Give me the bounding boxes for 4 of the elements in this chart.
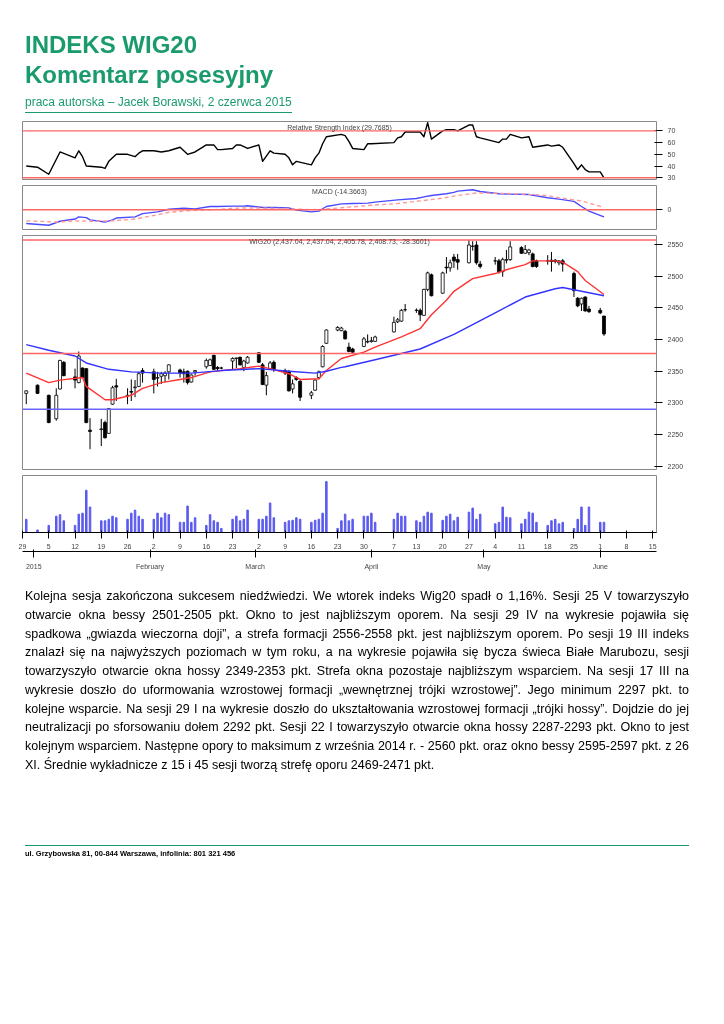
text: Kolejna sesja zakończona sukcesem niedźwiedzi. We wtorek indeks Wig20 spadł o 1,16%. Sesji 25 V towarzyszyło otwarcie okna bessy 2501-2505 pkt. Okno to jest najbliższym oporem. Na sesji 29 IV na wykresie pojawiła się spadkowa „gwiazda wieczorna doji”, a strefa formacji 2556-2558 pkt. jest najbliższym oporem. Po sesji 19 III indeks znalazł się na najwyższych poziomach w tym roku, a na wykresie pojawiła się bycza świeca Białe Marubozu, sesji towarzyszyło otwarcie okna hossy 2349-2353 pkt. Strefa okna pozostaje najbliższym wsparciem. Na sesji 17 III na wykresie doszło do uformowania wzrostowej formacji „wewnętrznej trójki wzrostowej”. Jego minimum 2297 pkt. to kolejne wsparcie. Na sesji 29 I na wykresie doszło do ukształtowania wzrostowej formacji „trójki hossy”. Dojdzie do jej neutralizacji po sforsowaniu dołem 2292 pkt. Sesji 22 I towarzyszyło otwarcie okna hossy 2287-2293 pkt. Okno to jest kolejnym wsparciem. Następne opory to maksimum z września 2014 r. - 2560 pkt. oraz okno bessy 2595-2597 pkt. z 26 XI. Średnie wykładnicze z 15 i 45 sesji tworzą strefę oporu 2469-2471 pkt. xyxy=(25,589,689,772)
text: praca autorska – Jacek Borawski, 2 czerwca 2015 xyxy=(25,95,292,113)
text: Komentarz posesyjny xyxy=(25,61,275,89)
text: INDEKS WIG20 xyxy=(25,31,199,59)
